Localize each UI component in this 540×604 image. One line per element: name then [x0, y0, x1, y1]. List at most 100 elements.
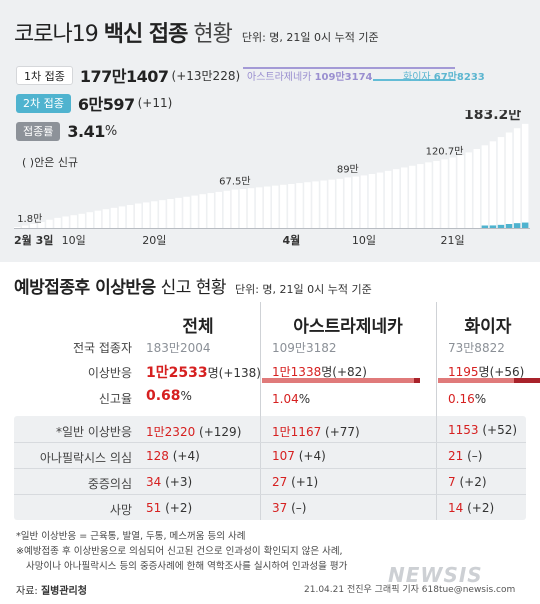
dose2-bar: [513, 223, 521, 228]
dose1-bar: [22, 225, 29, 228]
dose1-bar: [288, 183, 295, 228]
x-tick-label: 20일: [142, 233, 166, 247]
az-highlight-bar: [262, 378, 414, 383]
column-header-pfizer: 화이자: [464, 317, 512, 337]
dose2-bar: [521, 222, 529, 228]
vaccinated-az: 109만3182: [272, 341, 337, 355]
row-label-adverse: 이상반응: [87, 366, 132, 380]
az-highlight-end: [414, 378, 420, 383]
dose1-bar: [215, 191, 223, 228]
vaccination-panel: 코로나19 백신 접종 현황 단위: 명, 21일 0시 누적 기준 1차 접종…: [0, 0, 540, 262]
dose2-bar: [505, 224, 513, 228]
dose2-value: 6만597: [77, 95, 135, 114]
section2-title: 예방접종후 이상반응 신고 현황 단위: 명, 21일 0시 누적 기준: [14, 273, 372, 298]
dose1-bar: [175, 197, 182, 228]
dose1-value: 177만1407: [79, 67, 169, 86]
data-label: 1.8만: [17, 213, 42, 225]
dose2-bar: [489, 225, 497, 228]
dose1-bar: [280, 184, 287, 228]
section2-title-b: 신고 현황: [160, 278, 227, 298]
dose1-bar: [78, 213, 85, 228]
dose1-bar: [207, 193, 214, 228]
report-rate-az: 1.04%: [272, 392, 311, 406]
dose1-bar: [231, 189, 239, 228]
dose1-bar: [54, 217, 61, 228]
footnote-2: ※예방접종 후 이상반응으로 의심되어 신고된 건으로 인과성이 확인되지 않은…: [16, 546, 343, 557]
dose1-bar: [457, 155, 464, 228]
row-divider: [14, 494, 526, 495]
column-header-total: 전체: [182, 317, 214, 337]
dose1-bar: [30, 223, 37, 228]
az-legend-value: 109만3174: [314, 72, 373, 83]
rate-unit: %: [104, 123, 118, 139]
x-tick-label: 2월 3일: [14, 233, 53, 247]
dose1-bar: [401, 167, 408, 228]
dose1-bar: [46, 219, 53, 228]
paren-note: ( )안은 신규: [22, 156, 79, 169]
dose2-label: 2차 접종: [16, 93, 71, 113]
general-total: 1만2320 (+129): [146, 425, 242, 439]
adverse-pfizer: 1195명(+56): [448, 365, 525, 379]
section2-unit: 단위: 명, 21일 0시 누적 기준: [234, 283, 372, 296]
dose1-bar: [344, 177, 352, 228]
dose1-bar: [255, 187, 263, 228]
dose1-bar: [320, 180, 327, 228]
pfizer-legend-value: 67만8233: [433, 72, 485, 83]
footnote-1: *일반 이상반응 = 근육통, 발열, 두통, 메스꺼움 등의 사례: [16, 531, 246, 542]
az-line: [243, 67, 455, 69]
dose1-bar: [239, 189, 247, 228]
dose1-bar: [513, 128, 521, 228]
dose1-bar: [118, 206, 126, 228]
x-tick-label: 21일: [441, 233, 465, 247]
column-header-az: 아스트라제네카: [293, 317, 403, 337]
dose1-bar: [126, 204, 134, 228]
dose1-bar: [465, 152, 472, 228]
row-label-report-rate: 신고율: [98, 392, 132, 406]
dose1-bar: [272, 185, 279, 228]
dose2-new: (+11): [137, 96, 173, 110]
rate-label: 접종률: [16, 121, 61, 141]
dose1-bar: [86, 212, 94, 228]
title-part-a: 코로나19: [14, 22, 99, 47]
dose2-bar: [481, 225, 489, 228]
pfizer-legend: 화이자 67만8233: [403, 68, 485, 83]
dose1-bar: [449, 157, 456, 228]
adverse-total: 1만2533명(+138): [146, 365, 261, 381]
dose1-bar: [392, 169, 400, 228]
pfizer-line: [373, 79, 455, 81]
dose1-bar: [110, 207, 118, 228]
section2-title-a: 예방접종후 이상반응: [14, 278, 156, 298]
dose1-bar: [368, 174, 376, 228]
pfizer-highlight-bar: [438, 378, 514, 383]
dose1-bar: [263, 186, 271, 228]
report-rate-total: 0.68%: [146, 388, 192, 404]
credit: 21.04.21 전진우 그래픽 기자 618tue@newsis.com: [304, 585, 516, 595]
rate-row: 접종률 3.41 %: [16, 121, 117, 141]
anaphylaxis-total: 128 (+4): [146, 449, 200, 463]
row-label-vaccinated: 전국 접종자: [72, 341, 132, 355]
dose1-bar: [312, 181, 319, 228]
az-legend-label: 아스트라제네카: [247, 72, 312, 83]
data-label: 89만: [337, 163, 359, 175]
data-label: 120.7만: [426, 145, 464, 157]
vaccinated-total: 183만2004: [146, 341, 211, 355]
dose1-bar: [159, 200, 166, 228]
column-divider: [436, 302, 437, 520]
dose1-bar: [143, 202, 150, 228]
anaphylaxis-az: 107 (+4): [272, 449, 326, 463]
row-label-anaphylaxis: 아나필락시스 의심: [39, 451, 132, 465]
row-label-general: *일반 이상반응: [55, 425, 132, 439]
dose1-bar: [433, 160, 440, 228]
dose1-bar: [376, 172, 384, 228]
rate-value: 3.41: [67, 121, 105, 141]
dose2-row: 2차 접종 6만597 (+11): [16, 93, 173, 114]
severe-total: 34 (+3): [146, 475, 193, 489]
dose1-bar: [497, 137, 505, 228]
title-unit: 단위: 명, 21일 0시 누적 기준: [241, 31, 379, 44]
dose1-bar: [62, 216, 69, 228]
death-pfizer: 14 (+2): [448, 501, 495, 515]
pfizer-highlight-end: [514, 378, 540, 383]
dose1-bar: [473, 148, 481, 228]
row-divider: [14, 442, 526, 443]
